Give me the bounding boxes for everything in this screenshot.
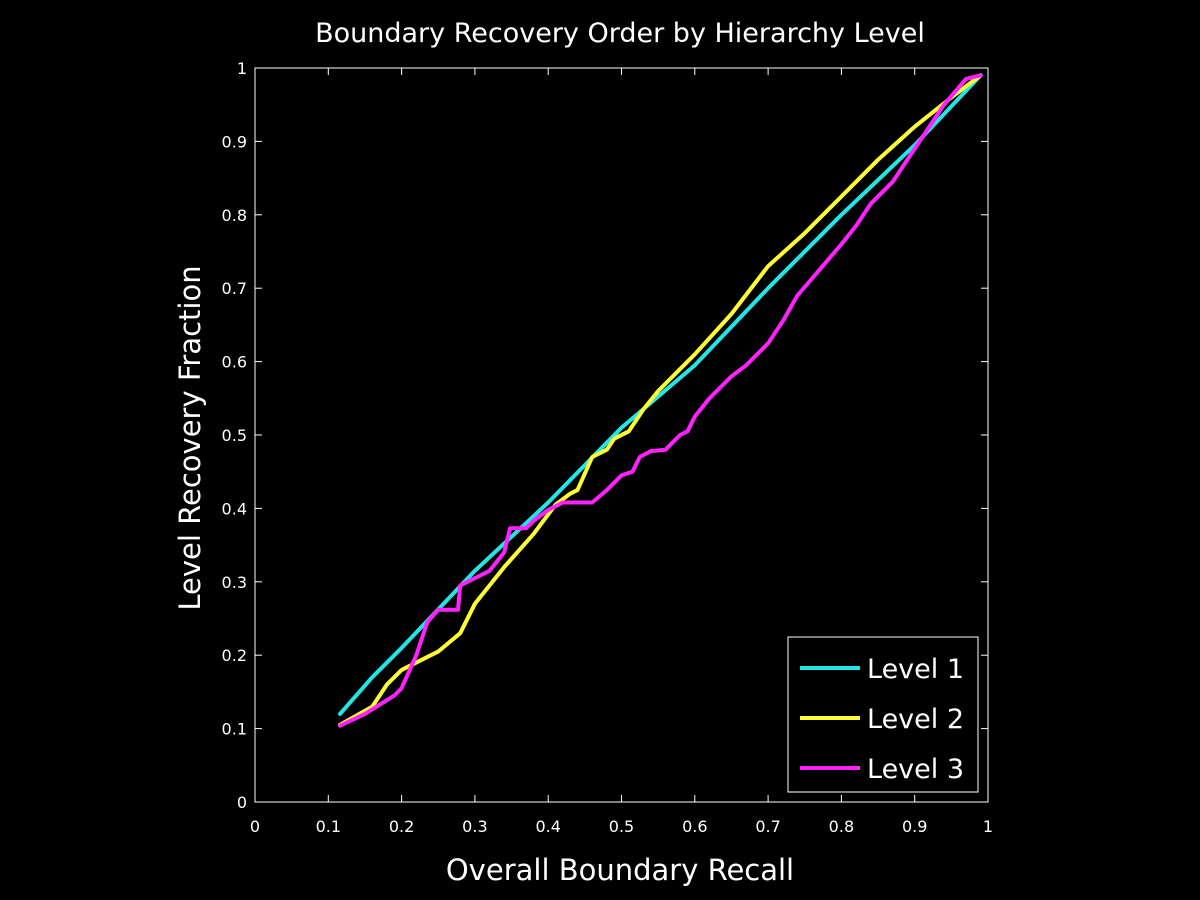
plot-lines xyxy=(338,73,983,728)
x-tick-label: 0.4 xyxy=(535,817,560,836)
y-tick-label: 0.4 xyxy=(222,499,247,518)
y-tick-label: 0.5 xyxy=(222,426,247,445)
x-tick-label: 0.6 xyxy=(682,817,707,836)
legend-label-level-3: Level 3 xyxy=(867,754,964,785)
legend-label-level-2: Level 2 xyxy=(867,704,964,735)
x-tick-label: 0 xyxy=(250,817,260,836)
x-tick-label: 0.5 xyxy=(609,817,634,836)
y-tick-label: 0.1 xyxy=(222,720,247,739)
series-line-level-3 xyxy=(338,73,983,728)
series-line-level-2 xyxy=(338,73,983,727)
y-tick-label: 0 xyxy=(237,793,247,812)
y-tick-label: 0.8 xyxy=(222,206,247,225)
y-tick-label: 0.6 xyxy=(222,353,247,372)
x-tick-label: 1 xyxy=(983,817,993,836)
series-line-level-1 xyxy=(338,73,983,716)
y-tick-label: 0.9 xyxy=(222,132,247,151)
y-axis-label: Level Recovery Fraction xyxy=(173,265,207,610)
legend-label-level-1: Level 1 xyxy=(867,654,964,685)
y-tick-label: 0.2 xyxy=(222,646,247,665)
plot-axes: 0 0.1 0.2 0.3 0.4 0.5 0.6 0.7 0.8 0.9 1 0 0.1 0.2 0.3 0… xyxy=(222,59,994,836)
x-tick-label: 0.3 xyxy=(462,817,487,836)
chart-title: Boundary Recovery Order by Hierarchy Lev… xyxy=(315,18,925,49)
y-tick-label: 1 xyxy=(237,59,247,78)
legend: Level 1 Level 2 Level 3 xyxy=(787,636,979,793)
x-tick-label: 0.7 xyxy=(755,817,780,836)
x-tick-label: 0.2 xyxy=(389,817,414,836)
y-tick-label: 0.7 xyxy=(222,279,247,298)
x-tick-label: 0.1 xyxy=(316,817,341,836)
x-tick-label: 0.9 xyxy=(902,817,927,836)
x-axis-label: Overall Boundary Recall xyxy=(446,853,794,887)
y-tick-label: 0.3 xyxy=(222,573,247,592)
x-tick-label: 0.8 xyxy=(829,817,854,836)
